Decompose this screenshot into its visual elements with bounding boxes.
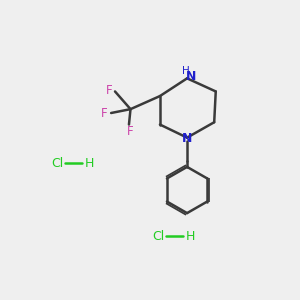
Text: N: N <box>182 132 192 145</box>
Text: Cl: Cl <box>152 230 164 243</box>
Text: H: H <box>85 157 94 169</box>
Text: F: F <box>127 125 134 138</box>
Text: N: N <box>186 70 196 83</box>
Text: H: H <box>182 66 190 76</box>
Text: F: F <box>101 107 107 120</box>
Text: F: F <box>106 84 112 97</box>
Text: H: H <box>185 230 195 243</box>
Text: Cl: Cl <box>52 157 64 169</box>
